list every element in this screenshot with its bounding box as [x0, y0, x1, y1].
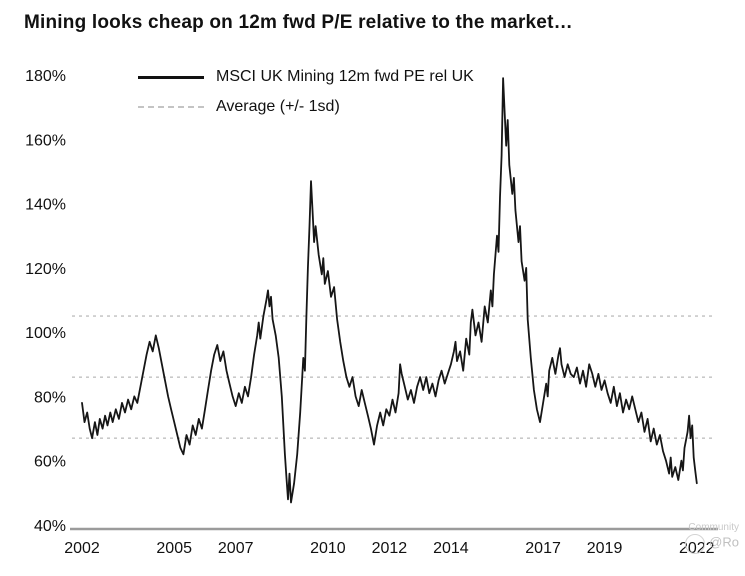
x-tick-label: 2007 [218, 540, 254, 557]
y-tick-label: 160% [25, 132, 66, 149]
dashed-line-swatch [138, 106, 204, 108]
y-tick-label: 120% [25, 261, 66, 278]
legend-series-label: MSCI UK Mining 12m fwd PE rel UK [216, 68, 474, 85]
legend-item-average: Average (+/- 1sd) [138, 92, 474, 122]
x-tick-label: 2014 [433, 540, 469, 557]
x-tick-label: 2019 [587, 540, 623, 557]
y-tick-label: 180% [25, 68, 66, 85]
legend-average-label: Average (+/- 1sd) [216, 98, 340, 115]
y-tick-label: 40% [34, 518, 66, 535]
x-tick-label: 2010 [310, 540, 346, 557]
y-tick-label: 140% [25, 197, 66, 214]
x-tick-label: 2002 [64, 540, 100, 557]
chart-title: Mining looks cheap on 12m fwd P/E relati… [24, 12, 573, 33]
y-tick-label: 100% [25, 325, 66, 342]
x-tick-label: 2017 [525, 540, 561, 557]
x-tick-label: 2022 [679, 540, 715, 557]
chart-legend: MSCI UK Mining 12m fwd PE rel UK Average… [138, 62, 474, 122]
series-line [81, 77, 698, 504]
solid-line-swatch [138, 75, 204, 79]
legend-item-series: MSCI UK Mining 12m fwd PE rel UK [138, 62, 474, 92]
x-tick-label: 2005 [156, 540, 192, 557]
y-tick-label: 60% [34, 454, 66, 471]
y-tick-label: 80% [34, 389, 66, 406]
x-tick-label: 2012 [372, 540, 408, 557]
